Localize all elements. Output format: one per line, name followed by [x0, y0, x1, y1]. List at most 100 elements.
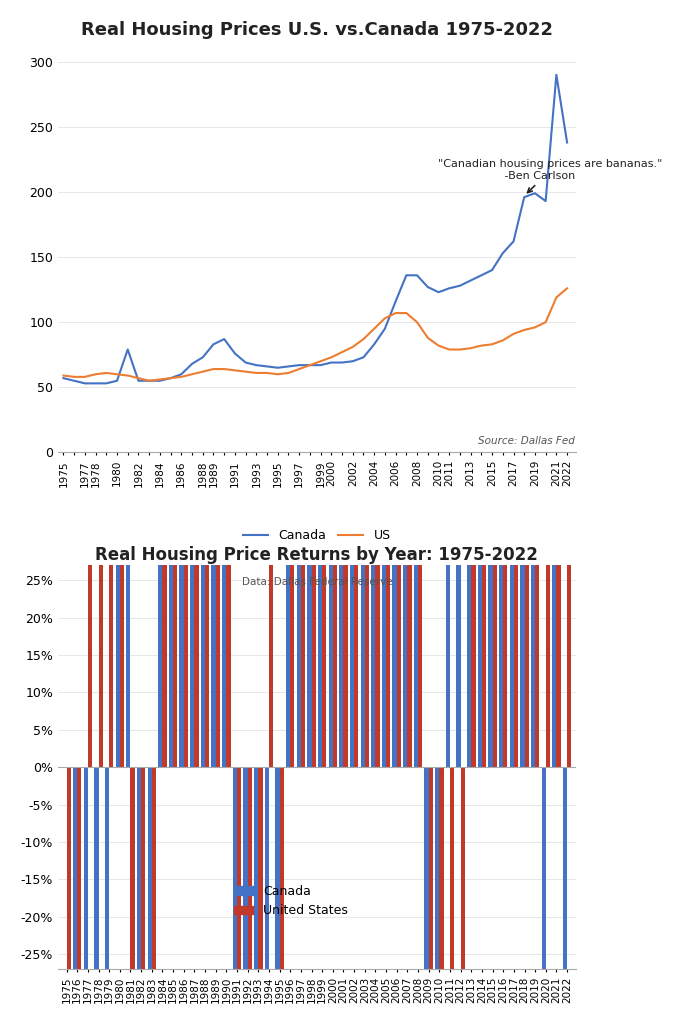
- Bar: [222, 0, 226, 767]
- Bar: [386, 0, 390, 767]
- Canada: [91, 377, 99, 389]
- US: [156, 374, 164, 386]
- US: [81, 371, 89, 383]
- Canada: [263, 360, 271, 373]
- Bar: [482, 0, 486, 767]
- Bar: [509, 0, 514, 767]
- US: [413, 316, 421, 329]
- US: [231, 365, 239, 377]
- Canada: [252, 359, 260, 372]
- Bar: [243, 767, 248, 1024]
- Bar: [499, 0, 503, 767]
- Bar: [297, 0, 301, 767]
- Bar: [520, 0, 524, 767]
- Canada: [166, 372, 174, 384]
- US: [59, 370, 67, 382]
- US: [209, 362, 217, 375]
- Bar: [280, 767, 284, 1024]
- Bar: [73, 767, 77, 1024]
- US: [252, 367, 260, 379]
- Canada: [209, 338, 217, 350]
- US: [552, 291, 560, 303]
- Bar: [477, 0, 482, 767]
- US: [488, 338, 496, 350]
- Canada: [466, 274, 475, 287]
- Line: US: US: [63, 289, 567, 381]
- Bar: [407, 0, 411, 767]
- Canada: [445, 283, 454, 295]
- Bar: [163, 0, 167, 767]
- Canada: [199, 351, 207, 364]
- Bar: [137, 767, 141, 1024]
- Bar: [514, 0, 518, 767]
- Canada: [402, 269, 411, 282]
- Bar: [339, 393, 343, 767]
- US: [381, 312, 389, 325]
- Bar: [201, 0, 205, 767]
- US: [295, 362, 303, 375]
- Canada: [59, 372, 67, 384]
- Bar: [418, 0, 422, 767]
- Canada: [328, 356, 336, 369]
- Canada: [498, 247, 507, 259]
- Bar: [318, 393, 322, 767]
- Canada: [81, 377, 89, 389]
- Bar: [152, 767, 156, 1024]
- US: [498, 334, 507, 346]
- Bar: [184, 0, 188, 767]
- Canada: [220, 333, 228, 345]
- Canada: [509, 236, 518, 248]
- Text: Source: Dallas Fed: Source: Dallas Fed: [477, 436, 575, 445]
- Legend: Canada, US: Canada, US: [238, 524, 396, 547]
- Bar: [233, 767, 237, 1024]
- Line: Canada: Canada: [63, 75, 567, 383]
- Canada: [434, 286, 443, 298]
- Canada: [242, 356, 250, 369]
- Bar: [265, 767, 269, 1024]
- Bar: [77, 767, 82, 1024]
- US: [477, 340, 486, 352]
- US: [91, 368, 99, 380]
- US: [166, 372, 174, 384]
- Canada: [145, 375, 153, 387]
- US: [134, 372, 142, 384]
- Bar: [460, 767, 465, 1024]
- Bar: [126, 0, 131, 767]
- Bar: [382, 0, 386, 767]
- US: [70, 371, 78, 383]
- Bar: [488, 0, 492, 767]
- Bar: [180, 0, 184, 767]
- Canada: [541, 195, 550, 207]
- Title: Real Housing Price Returns by Year: 1975-2022: Real Housing Price Returns by Year: 1975…: [95, 546, 538, 564]
- Bar: [414, 0, 418, 767]
- Bar: [333, 0, 337, 767]
- US: [509, 328, 518, 340]
- US: [349, 341, 357, 353]
- Bar: [328, 0, 333, 767]
- Bar: [535, 0, 539, 767]
- Bar: [169, 0, 173, 767]
- Canada: [177, 368, 185, 380]
- Bar: [254, 767, 258, 1024]
- Canada: [531, 187, 539, 200]
- Bar: [354, 0, 358, 767]
- Bar: [439, 767, 443, 1024]
- Bar: [403, 0, 407, 767]
- Title: Real Housing Prices U.S. vs.Canada 1975-2022: Real Housing Prices U.S. vs.Canada 1975-…: [81, 20, 553, 39]
- Legend: Canada, United States: Canada, United States: [229, 881, 353, 923]
- Bar: [524, 0, 529, 767]
- US: [145, 375, 153, 387]
- Bar: [471, 393, 475, 767]
- Bar: [456, 0, 460, 767]
- US: [456, 343, 464, 355]
- US: [285, 367, 293, 379]
- Canada: [231, 347, 239, 359]
- US: [434, 340, 443, 352]
- Bar: [99, 0, 103, 767]
- Canada: [349, 355, 357, 368]
- US: [402, 307, 411, 319]
- Canada: [274, 361, 282, 374]
- US: [424, 332, 432, 344]
- Bar: [424, 767, 428, 1024]
- Bar: [392, 0, 397, 767]
